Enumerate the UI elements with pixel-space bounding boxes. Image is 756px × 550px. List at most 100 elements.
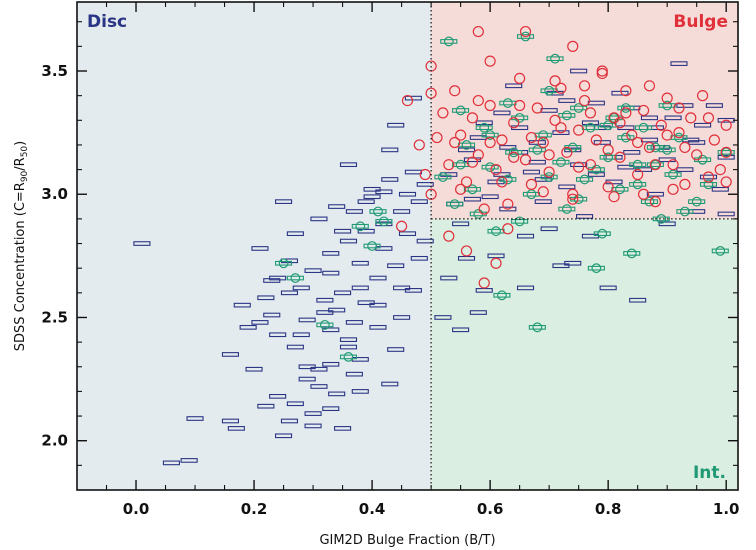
disc-point bbox=[363, 194, 381, 200]
intermediate-bar bbox=[593, 231, 611, 237]
bulge-point bbox=[702, 171, 715, 183]
bulge-point bbox=[478, 277, 490, 289]
disc-point bbox=[316, 297, 334, 303]
disc-point bbox=[310, 366, 328, 372]
intermediate-bar bbox=[646, 162, 664, 168]
disc-point bbox=[180, 458, 198, 463]
intermediate-circle bbox=[514, 216, 525, 227]
intermediate-bar bbox=[516, 34, 535, 39]
intermediate-bar bbox=[552, 159, 570, 165]
disc-point bbox=[434, 315, 452, 320]
intermediate-bar bbox=[629, 162, 647, 168]
intermediate-point bbox=[452, 105, 470, 116]
intermediate-circle bbox=[508, 147, 519, 158]
intermediate-point bbox=[339, 352, 358, 362]
intermediate-bar bbox=[664, 172, 682, 177]
bulge-point bbox=[602, 181, 614, 193]
intermediate-circle bbox=[561, 110, 572, 121]
intermediate-point bbox=[617, 132, 635, 143]
bulge-point bbox=[714, 163, 726, 176]
intermediate-circle bbox=[467, 184, 478, 195]
bulge-point bbox=[590, 134, 602, 146]
disc-point bbox=[339, 344, 358, 350]
disc-point bbox=[387, 122, 405, 128]
intermediate-bar bbox=[316, 322, 334, 328]
intermediate-circle bbox=[532, 144, 543, 155]
bulge-point bbox=[643, 80, 656, 92]
x-tick-label: 0.8 bbox=[595, 500, 622, 518]
y-axis-title-main: SDSS Concentration (C=R bbox=[13, 182, 28, 351]
disc-point bbox=[304, 411, 322, 416]
disc-point bbox=[452, 221, 470, 227]
disc-point bbox=[221, 418, 239, 424]
disc-point bbox=[463, 196, 481, 202]
disc-point bbox=[298, 376, 316, 382]
disc-point bbox=[339, 337, 358, 343]
intermediate-point bbox=[369, 206, 387, 217]
disc-point bbox=[705, 103, 723, 108]
disc-point bbox=[257, 295, 275, 301]
intermediate-circle bbox=[461, 140, 472, 150]
bulge-point bbox=[667, 183, 679, 195]
intermediate-circle bbox=[544, 172, 555, 182]
bulge-point bbox=[673, 127, 685, 139]
intermediate-point bbox=[688, 196, 706, 207]
intermediate-circle bbox=[561, 204, 572, 214]
bulge-point bbox=[679, 141, 691, 154]
y-axis-title-sub1: 90 bbox=[20, 170, 30, 182]
intermediate-bar bbox=[688, 199, 706, 204]
intermediate-circle bbox=[550, 53, 560, 64]
region-labels: Disc Bulge Int. bbox=[87, 12, 728, 483]
bulge-point bbox=[472, 149, 484, 161]
disc-point bbox=[298, 364, 316, 370]
region-backgrounds bbox=[77, 2, 738, 490]
disc-point bbox=[711, 186, 729, 192]
disc-point bbox=[676, 167, 694, 172]
disc-point bbox=[493, 110, 511, 116]
intermediate-circle bbox=[679, 206, 690, 217]
disc-point bbox=[328, 204, 346, 209]
bulge-point bbox=[478, 203, 490, 215]
disc-point bbox=[162, 460, 180, 466]
intermediate-circle bbox=[603, 152, 614, 163]
disc-point bbox=[357, 199, 375, 204]
intermediate-bar bbox=[452, 108, 470, 113]
disc-point bbox=[387, 263, 405, 269]
intermediate-circle bbox=[674, 132, 684, 143]
bulge-point bbox=[496, 134, 508, 146]
x-tick-label: 0.6 bbox=[477, 500, 504, 518]
intermediate-point bbox=[516, 31, 535, 42]
intermediate-point bbox=[316, 319, 334, 330]
intermediate-point bbox=[481, 162, 499, 173]
bulge-point bbox=[685, 112, 697, 124]
x-axis-title: GIM2D Bulge Fraction (B/T) bbox=[319, 533, 495, 548]
intermediate-circle bbox=[656, 213, 667, 224]
intermediate-point bbox=[570, 103, 588, 113]
bulge-point bbox=[449, 85, 461, 97]
disc-point bbox=[694, 122, 712, 128]
bulge-point bbox=[661, 129, 673, 141]
intermediate-circle bbox=[620, 103, 631, 113]
disc-point bbox=[410, 255, 428, 261]
bulge-point bbox=[460, 245, 473, 257]
disc-point bbox=[404, 95, 422, 101]
bulge-point bbox=[508, 151, 520, 163]
disc-point bbox=[499, 206, 517, 212]
intermediate-bar bbox=[711, 248, 729, 254]
bulge-point bbox=[472, 25, 484, 38]
disc-point bbox=[328, 391, 346, 397]
disc-point bbox=[322, 270, 340, 276]
intermediate-bar bbox=[558, 206, 576, 212]
intermediate-point bbox=[363, 241, 381, 251]
bulge-point bbox=[466, 156, 479, 168]
intermediate-bar bbox=[635, 125, 653, 131]
bulge-point bbox=[643, 141, 656, 154]
intermediate-bar bbox=[351, 223, 369, 229]
intermediate-bar bbox=[676, 209, 694, 214]
intermediate-bar bbox=[546, 56, 564, 62]
bulge-point bbox=[496, 176, 508, 188]
bulge-point bbox=[673, 102, 685, 114]
intermediate-point bbox=[463, 184, 481, 195]
disc-point bbox=[334, 426, 352, 431]
bulge-point bbox=[514, 72, 526, 85]
